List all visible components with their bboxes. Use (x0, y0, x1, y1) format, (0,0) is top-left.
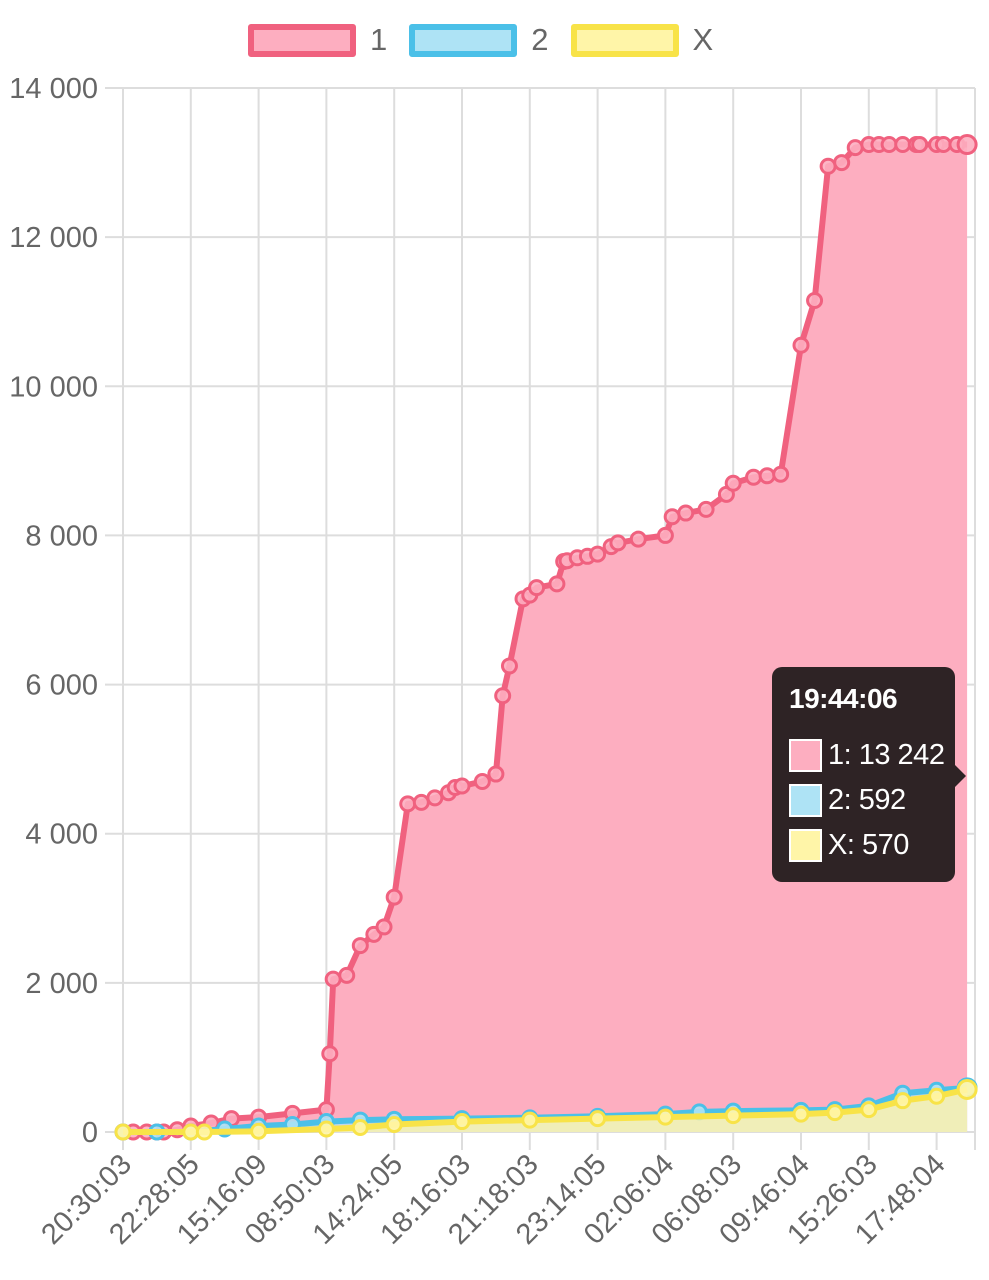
tooltip-title: 19:44:06 (789, 683, 898, 714)
tooltip-row-1: 1: 13 242 (789, 733, 955, 778)
legend-label-2: 2 (531, 22, 549, 57)
data-point (351, 1119, 369, 1137)
y-tick-label: 6 000 (25, 670, 98, 702)
data-point (453, 1113, 471, 1131)
data-point (375, 918, 393, 936)
tooltip-text-1: 1: 13 242 (828, 739, 945, 771)
data-point (182, 1123, 200, 1141)
data-point (548, 575, 566, 593)
data-point (792, 336, 810, 354)
data-point (521, 1111, 539, 1129)
legend-swatch-x (570, 23, 679, 57)
data-point (928, 1087, 946, 1105)
data-point (911, 136, 929, 154)
tooltip-row-x: X: 570 (789, 823, 955, 868)
data-point (806, 292, 824, 310)
legend-swatch-2 (409, 23, 518, 57)
tooltip-row-2: 2: 592 (789, 778, 955, 823)
tooltip-swatch-1 (789, 739, 822, 772)
legend-item-1[interactable]: 1 (248, 22, 387, 58)
legend-label-x: X (692, 22, 714, 57)
data-point (324, 970, 342, 988)
tooltip-swatch-x (789, 829, 822, 862)
data-point (758, 467, 776, 485)
data-point (724, 474, 742, 492)
data-point (473, 773, 491, 791)
data-point (385, 888, 403, 906)
y-tick-label: 4 000 (25, 819, 98, 851)
y-tick-label: 8 000 (25, 520, 98, 552)
data-point (860, 1101, 878, 1119)
data-point (494, 687, 512, 705)
data-point (609, 534, 627, 552)
data-point (677, 504, 695, 522)
data-point (772, 465, 790, 483)
data-point (317, 1120, 335, 1138)
data-point (656, 526, 674, 544)
data-point (656, 1108, 674, 1126)
data-point (894, 136, 912, 154)
data-point (880, 136, 898, 154)
data-point (894, 1092, 912, 1110)
y-tick-label: 10 000 (9, 371, 98, 403)
legend-item-2[interactable]: 2 (409, 22, 549, 58)
data-point (629, 530, 647, 548)
data-point (934, 136, 952, 154)
data-point (956, 1078, 978, 1100)
data-point (487, 765, 505, 783)
data-point (528, 579, 546, 597)
tooltip-text-x: X: 570 (828, 829, 909, 861)
data-point (826, 1104, 844, 1122)
tooltip: 19:44:06 1: 13 242 2: 592 X: 570 (772, 667, 966, 882)
tooltip-swatch-2 (789, 784, 822, 817)
legend-label-1: 1 (370, 22, 388, 57)
y-tick-label: 14 000 (9, 73, 98, 105)
data-point (426, 789, 444, 807)
data-point (321, 1045, 339, 1063)
legend-swatch-1 (248, 23, 356, 57)
data-point (697, 500, 715, 518)
legend-item-x[interactable]: X (570, 22, 714, 58)
data-point (589, 545, 607, 563)
data-point (195, 1123, 213, 1141)
data-point (663, 508, 681, 526)
data-point (745, 468, 763, 486)
data-point (412, 793, 430, 811)
data-point (819, 157, 837, 175)
data-point (338, 966, 356, 984)
data-point (724, 1107, 742, 1125)
data-point (250, 1122, 268, 1140)
data-point (846, 139, 864, 157)
series-area-fill (123, 144, 968, 1132)
series-area (114, 134, 978, 1141)
data-point (589, 1110, 607, 1128)
legend: 1 2 X (248, 22, 735, 58)
tooltip-text-2: 2: 592 (828, 784, 906, 816)
y-tick-label: 2 000 (25, 968, 98, 1000)
data-point (833, 154, 851, 172)
y-tick-label: 12 000 (9, 222, 98, 254)
y-tick-label: 0 (82, 1117, 98, 1149)
data-point (500, 657, 518, 675)
data-point (114, 1123, 132, 1141)
data-point (385, 1116, 403, 1134)
data-point (792, 1105, 810, 1123)
data-point (956, 134, 978, 156)
data-point (453, 777, 471, 795)
data-point (399, 795, 417, 813)
data-point (351, 937, 369, 955)
series-area-fill (123, 1089, 968, 1132)
